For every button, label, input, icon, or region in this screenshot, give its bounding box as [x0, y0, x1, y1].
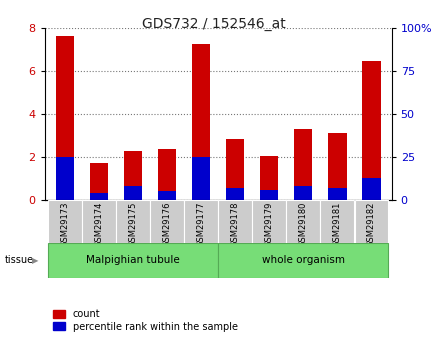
- Bar: [226, 188, 244, 200]
- Bar: [328, 133, 347, 200]
- Bar: [56, 157, 74, 200]
- Text: GSM29180: GSM29180: [299, 201, 307, 247]
- Bar: [260, 156, 279, 200]
- Text: ▶: ▶: [32, 256, 39, 265]
- FancyBboxPatch shape: [252, 200, 286, 243]
- FancyBboxPatch shape: [48, 200, 81, 243]
- Text: whole organism: whole organism: [262, 256, 344, 265]
- Text: GSM29173: GSM29173: [61, 201, 69, 247]
- Bar: [158, 191, 176, 200]
- Text: GSM29174: GSM29174: [94, 201, 103, 247]
- Bar: [362, 61, 380, 200]
- FancyBboxPatch shape: [320, 200, 354, 243]
- Bar: [124, 186, 142, 200]
- Text: GSM29177: GSM29177: [197, 201, 206, 247]
- FancyBboxPatch shape: [355, 200, 388, 243]
- Bar: [56, 36, 74, 200]
- Bar: [294, 129, 312, 200]
- Bar: [226, 139, 244, 200]
- Text: GSM29181: GSM29181: [333, 201, 342, 247]
- Bar: [362, 178, 380, 200]
- FancyBboxPatch shape: [48, 243, 218, 278]
- Bar: [260, 190, 279, 200]
- FancyBboxPatch shape: [218, 243, 388, 278]
- Text: GSM29176: GSM29176: [162, 201, 171, 247]
- FancyBboxPatch shape: [218, 200, 252, 243]
- Bar: [294, 186, 312, 200]
- Bar: [89, 164, 108, 200]
- Text: GSM29182: GSM29182: [367, 201, 376, 247]
- Bar: [89, 193, 108, 200]
- FancyBboxPatch shape: [287, 200, 320, 243]
- Text: Malpighian tubule: Malpighian tubule: [86, 256, 180, 265]
- FancyBboxPatch shape: [82, 200, 116, 243]
- Text: GSM29175: GSM29175: [129, 201, 138, 247]
- FancyBboxPatch shape: [116, 200, 150, 243]
- FancyBboxPatch shape: [150, 200, 184, 243]
- Bar: [192, 44, 210, 200]
- Bar: [158, 149, 176, 200]
- Text: GDS732 / 152546_at: GDS732 / 152546_at: [142, 17, 286, 31]
- Text: GSM29179: GSM29179: [265, 201, 274, 247]
- Text: GSM29178: GSM29178: [231, 201, 239, 247]
- Bar: [192, 157, 210, 200]
- Bar: [124, 150, 142, 200]
- Legend: count, percentile rank within the sample: count, percentile rank within the sample: [49, 305, 242, 336]
- Bar: [328, 188, 347, 200]
- Text: tissue: tissue: [4, 256, 33, 265]
- FancyBboxPatch shape: [184, 200, 218, 243]
